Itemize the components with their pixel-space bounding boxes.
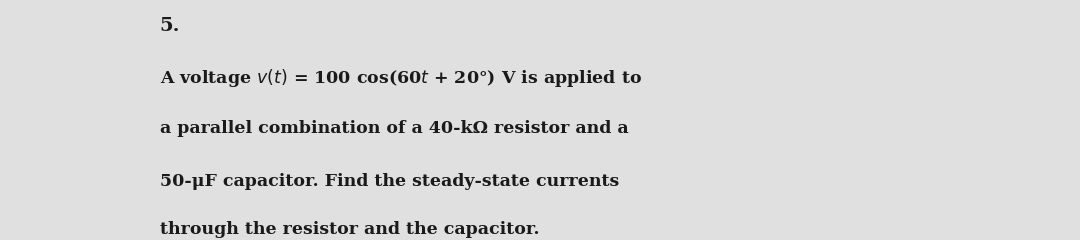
Text: 5.: 5. [160, 17, 180, 35]
Text: a parallel combination of a 40-kΩ resistor and a: a parallel combination of a 40-kΩ resist… [160, 120, 629, 137]
Text: through the resistor and the capacitor.: through the resistor and the capacitor. [160, 221, 539, 238]
Text: A voltage $v(t)$ = 100 cos(60$t$ + 20°) V is applied to: A voltage $v(t)$ = 100 cos(60$t$ + 20°) … [160, 67, 642, 89]
Text: 50-μF capacitor. Find the steady-state currents: 50-μF capacitor. Find the steady-state c… [160, 173, 619, 190]
